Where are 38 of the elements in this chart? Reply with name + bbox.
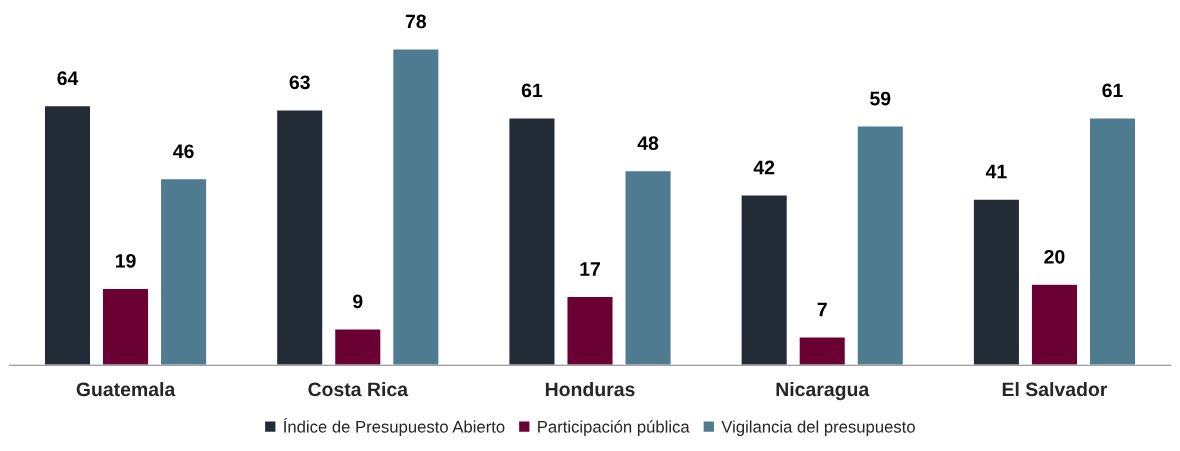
bar — [101, 287, 150, 366]
x-tick-label: El Salvador — [1002, 381, 1108, 397]
x-tick-label: Costa Rica — [308, 381, 409, 397]
bar — [972, 198, 1021, 366]
data-label: 48 — [637, 136, 659, 151]
bar — [1088, 117, 1137, 366]
bar — [566, 295, 614, 366]
x-tick-label: Guatemala — [76, 381, 176, 397]
bar — [275, 108, 324, 366]
bar — [508, 117, 556, 366]
x-tick-label: Honduras — [545, 381, 635, 397]
data-label: 9 — [353, 294, 363, 309]
bar — [856, 125, 905, 366]
bar — [43, 104, 92, 366]
data-label: 42 — [753, 160, 775, 175]
data-label: 63 — [289, 75, 310, 90]
data-label: 17 — [580, 262, 600, 276]
data-label: 64 — [57, 71, 79, 86]
data-label: 61 — [1102, 83, 1123, 98]
x-tick-label: Nicaragua — [776, 381, 870, 401]
data-label: 19 — [115, 253, 136, 268]
bar — [798, 336, 847, 366]
legend-label: Índice de Presupuesto Abierto — [283, 418, 505, 436]
data-label: 46 — [173, 144, 194, 159]
bar — [740, 194, 789, 366]
bar — [624, 169, 672, 366]
bar — [333, 328, 382, 366]
bar — [159, 177, 208, 366]
data-label: 41 — [985, 164, 1007, 179]
data-label: 20 — [1044, 249, 1065, 264]
data-label: 78 — [405, 14, 427, 29]
data-label: 59 — [870, 91, 891, 106]
bar — [1030, 283, 1079, 366]
legend-label: Vigilancia del presupuesto — [721, 420, 915, 436]
data-label: 61 — [521, 83, 543, 98]
legend-label: Participación pública — [538, 420, 690, 436]
bar — [391, 48, 440, 366]
data-label: 7 — [817, 302, 827, 317]
